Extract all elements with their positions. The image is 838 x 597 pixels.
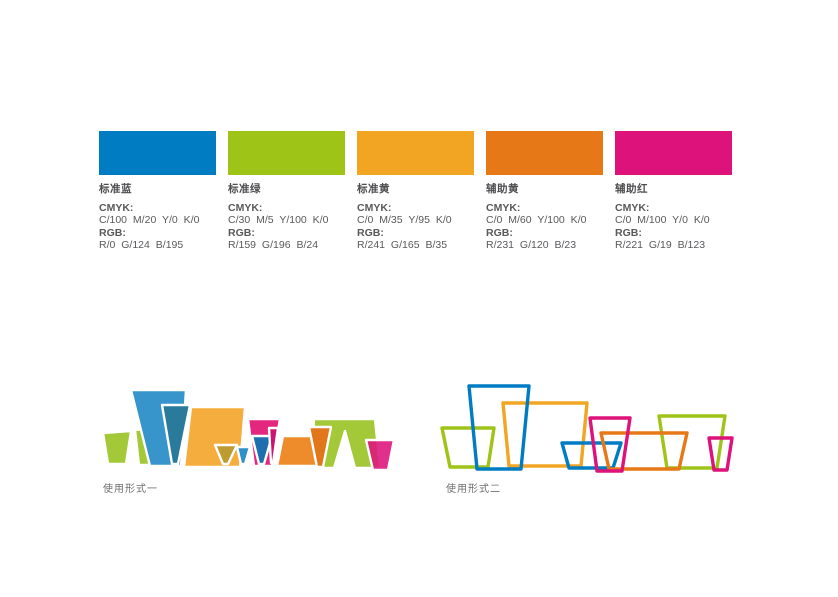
- rgb-label: RGB:: [357, 226, 384, 239]
- rgb-label: RGB:: [615, 226, 642, 239]
- color-specs: CMYK: C/0 M/35 Y/95 K/0 RGB: R/241 G/165…: [357, 202, 474, 252]
- outline-cup-magenta-small: [707, 436, 734, 472]
- swatch-card-standard-yellow: 标准黄 CMYK: C/0 M/35 Y/95 K/0 RGB: R/241 G…: [357, 131, 474, 252]
- outline-cup-blue-tall: [467, 384, 531, 471]
- rgb-label: RGB:: [99, 226, 126, 239]
- filled-cup-green-1: [101, 429, 133, 466]
- cmyk-value: C/30 M/5 Y/100 K/0: [228, 214, 329, 227]
- outline-cup-orange-wide: [599, 431, 689, 471]
- color-name: 标准绿: [228, 183, 261, 195]
- cmyk-label: CMYK:: [357, 202, 392, 214]
- filled-wedge-darkblue: [250, 434, 274, 466]
- color-name: 辅助黄: [486, 183, 519, 195]
- color-specs: CMYK: C/30 M/5 Y/100 K/0 RGB: R/159 G/19…: [228, 202, 345, 252]
- logo-usage-form-2: [440, 384, 734, 473]
- rgb-label: RGB:: [486, 226, 513, 239]
- outline-cup-magenta: [588, 416, 632, 473]
- rgb-value: R/0 G/124 B/195: [99, 239, 184, 252]
- color-specs: CMYK: C/0 M/100 Y/0 K/0 RGB: R/221 G/19 …: [615, 202, 732, 252]
- color-specs: CMYK: C/0 M/60 Y/100 K/0 RGB: R/231 G/12…: [486, 202, 603, 252]
- filled-sliver-pink: [267, 426, 280, 465]
- cmyk-value: C/0 M/60 Y/100 K/0: [486, 214, 587, 227]
- filled-wedge-teal: [160, 403, 192, 466]
- rgb-label: RGB:: [228, 226, 255, 239]
- outline-cup-orange-large: [501, 401, 589, 468]
- logo-usage-form-1: [101, 388, 396, 472]
- color-palette: 标准蓝 CMYK: C/100 M/20 Y/0 K/0 RGB: R/0 G/…: [99, 131, 732, 252]
- usage-form-2-caption: 使用形式二: [446, 484, 501, 495]
- outline-cup-blue-small: [560, 441, 623, 470]
- cmyk-label: CMYK:: [486, 202, 521, 214]
- rgb-value: R/159 G/196 B/24: [228, 239, 319, 252]
- color-swatch-standard-green: [228, 131, 345, 175]
- filled-wedge-blue-small: [235, 445, 252, 466]
- filled-cup-yellow-large: [182, 405, 247, 469]
- filled-wedge-olive: [213, 443, 239, 466]
- swatch-card-auxiliary-red: 辅助红 CMYK: C/0 M/100 Y/0 K/0 RGB: R/221 G…: [615, 131, 732, 252]
- outline-cup-green-right: [657, 414, 727, 470]
- rgb-value: R/231 G/120 B/23: [486, 239, 577, 252]
- usage-form-1-caption: 使用形式一: [103, 484, 158, 495]
- color-name: 标准黄: [357, 183, 390, 195]
- filled-cup-magenta-right: [364, 438, 396, 472]
- cmyk-value: C/0 M/100 Y/0 K/0: [615, 214, 710, 227]
- color-name: 辅助红: [615, 183, 648, 195]
- filled-wedge-darkorange: [307, 425, 333, 469]
- color-specs: CMYK: C/100 M/20 Y/0 K/0 RGB: R/0 G/124 …: [99, 202, 216, 252]
- cmyk-label: CMYK:: [99, 202, 134, 214]
- cmyk-label: CMYK:: [615, 202, 650, 214]
- swatch-card-standard-blue: 标准蓝 CMYK: C/100 M/20 Y/0 K/0 RGB: R/0 G/…: [99, 131, 216, 252]
- swatch-card-standard-green: 标准绿 CMYK: C/30 M/5 Y/100 K/0 RGB: R/159 …: [228, 131, 345, 252]
- color-name: 标准蓝: [99, 183, 132, 195]
- color-swatch-standard-yellow: [357, 131, 474, 175]
- cmyk-value: C/0 M/35 Y/95 K/0: [357, 214, 452, 227]
- outline-cup-green-small: [440, 426, 496, 469]
- swatch-card-auxiliary-yellow: 辅助黄 CMYK: C/0 M/60 Y/100 K/0 RGB: R/231 …: [486, 131, 603, 252]
- cmyk-label: CMYK:: [228, 202, 263, 214]
- filled-notch-white: [332, 429, 357, 470]
- rgb-value: R/221 G/19 B/123: [615, 239, 706, 252]
- color-swatch-auxiliary-yellow: [486, 131, 603, 175]
- color-swatch-standard-blue: [99, 131, 216, 175]
- color-swatch-auxiliary-red: [615, 131, 732, 175]
- cmyk-value: C/100 M/20 Y/0 K/0: [99, 214, 200, 227]
- rgb-value: R/241 G/165 B/35: [357, 239, 448, 252]
